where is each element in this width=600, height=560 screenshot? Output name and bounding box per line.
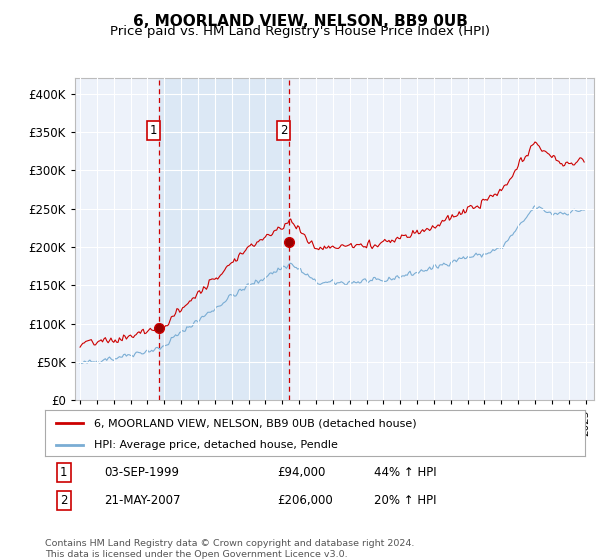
Text: 20% ↑ HPI: 20% ↑ HPI xyxy=(374,493,437,507)
Text: 1: 1 xyxy=(150,124,157,137)
Text: HPI: Average price, detached house, Pendle: HPI: Average price, detached house, Pend… xyxy=(94,440,337,450)
Text: Contains HM Land Registry data © Crown copyright and database right 2024.
This d: Contains HM Land Registry data © Crown c… xyxy=(45,539,415,559)
Text: 6, MOORLAND VIEW, NELSON, BB9 0UB: 6, MOORLAND VIEW, NELSON, BB9 0UB xyxy=(133,14,467,29)
Text: 6, MOORLAND VIEW, NELSON, BB9 0UB (detached house): 6, MOORLAND VIEW, NELSON, BB9 0UB (detac… xyxy=(94,418,416,428)
Text: Price paid vs. HM Land Registry's House Price Index (HPI): Price paid vs. HM Land Registry's House … xyxy=(110,25,490,38)
Text: 44% ↑ HPI: 44% ↑ HPI xyxy=(374,465,437,479)
Text: 21-MAY-2007: 21-MAY-2007 xyxy=(104,493,181,507)
Text: 03-SEP-1999: 03-SEP-1999 xyxy=(104,465,179,479)
Text: 1: 1 xyxy=(60,465,68,479)
Text: £206,000: £206,000 xyxy=(277,493,333,507)
Text: £94,000: £94,000 xyxy=(277,465,326,479)
Text: 2: 2 xyxy=(60,493,68,507)
Text: 2: 2 xyxy=(280,124,287,137)
Bar xyxy=(159,78,289,400)
